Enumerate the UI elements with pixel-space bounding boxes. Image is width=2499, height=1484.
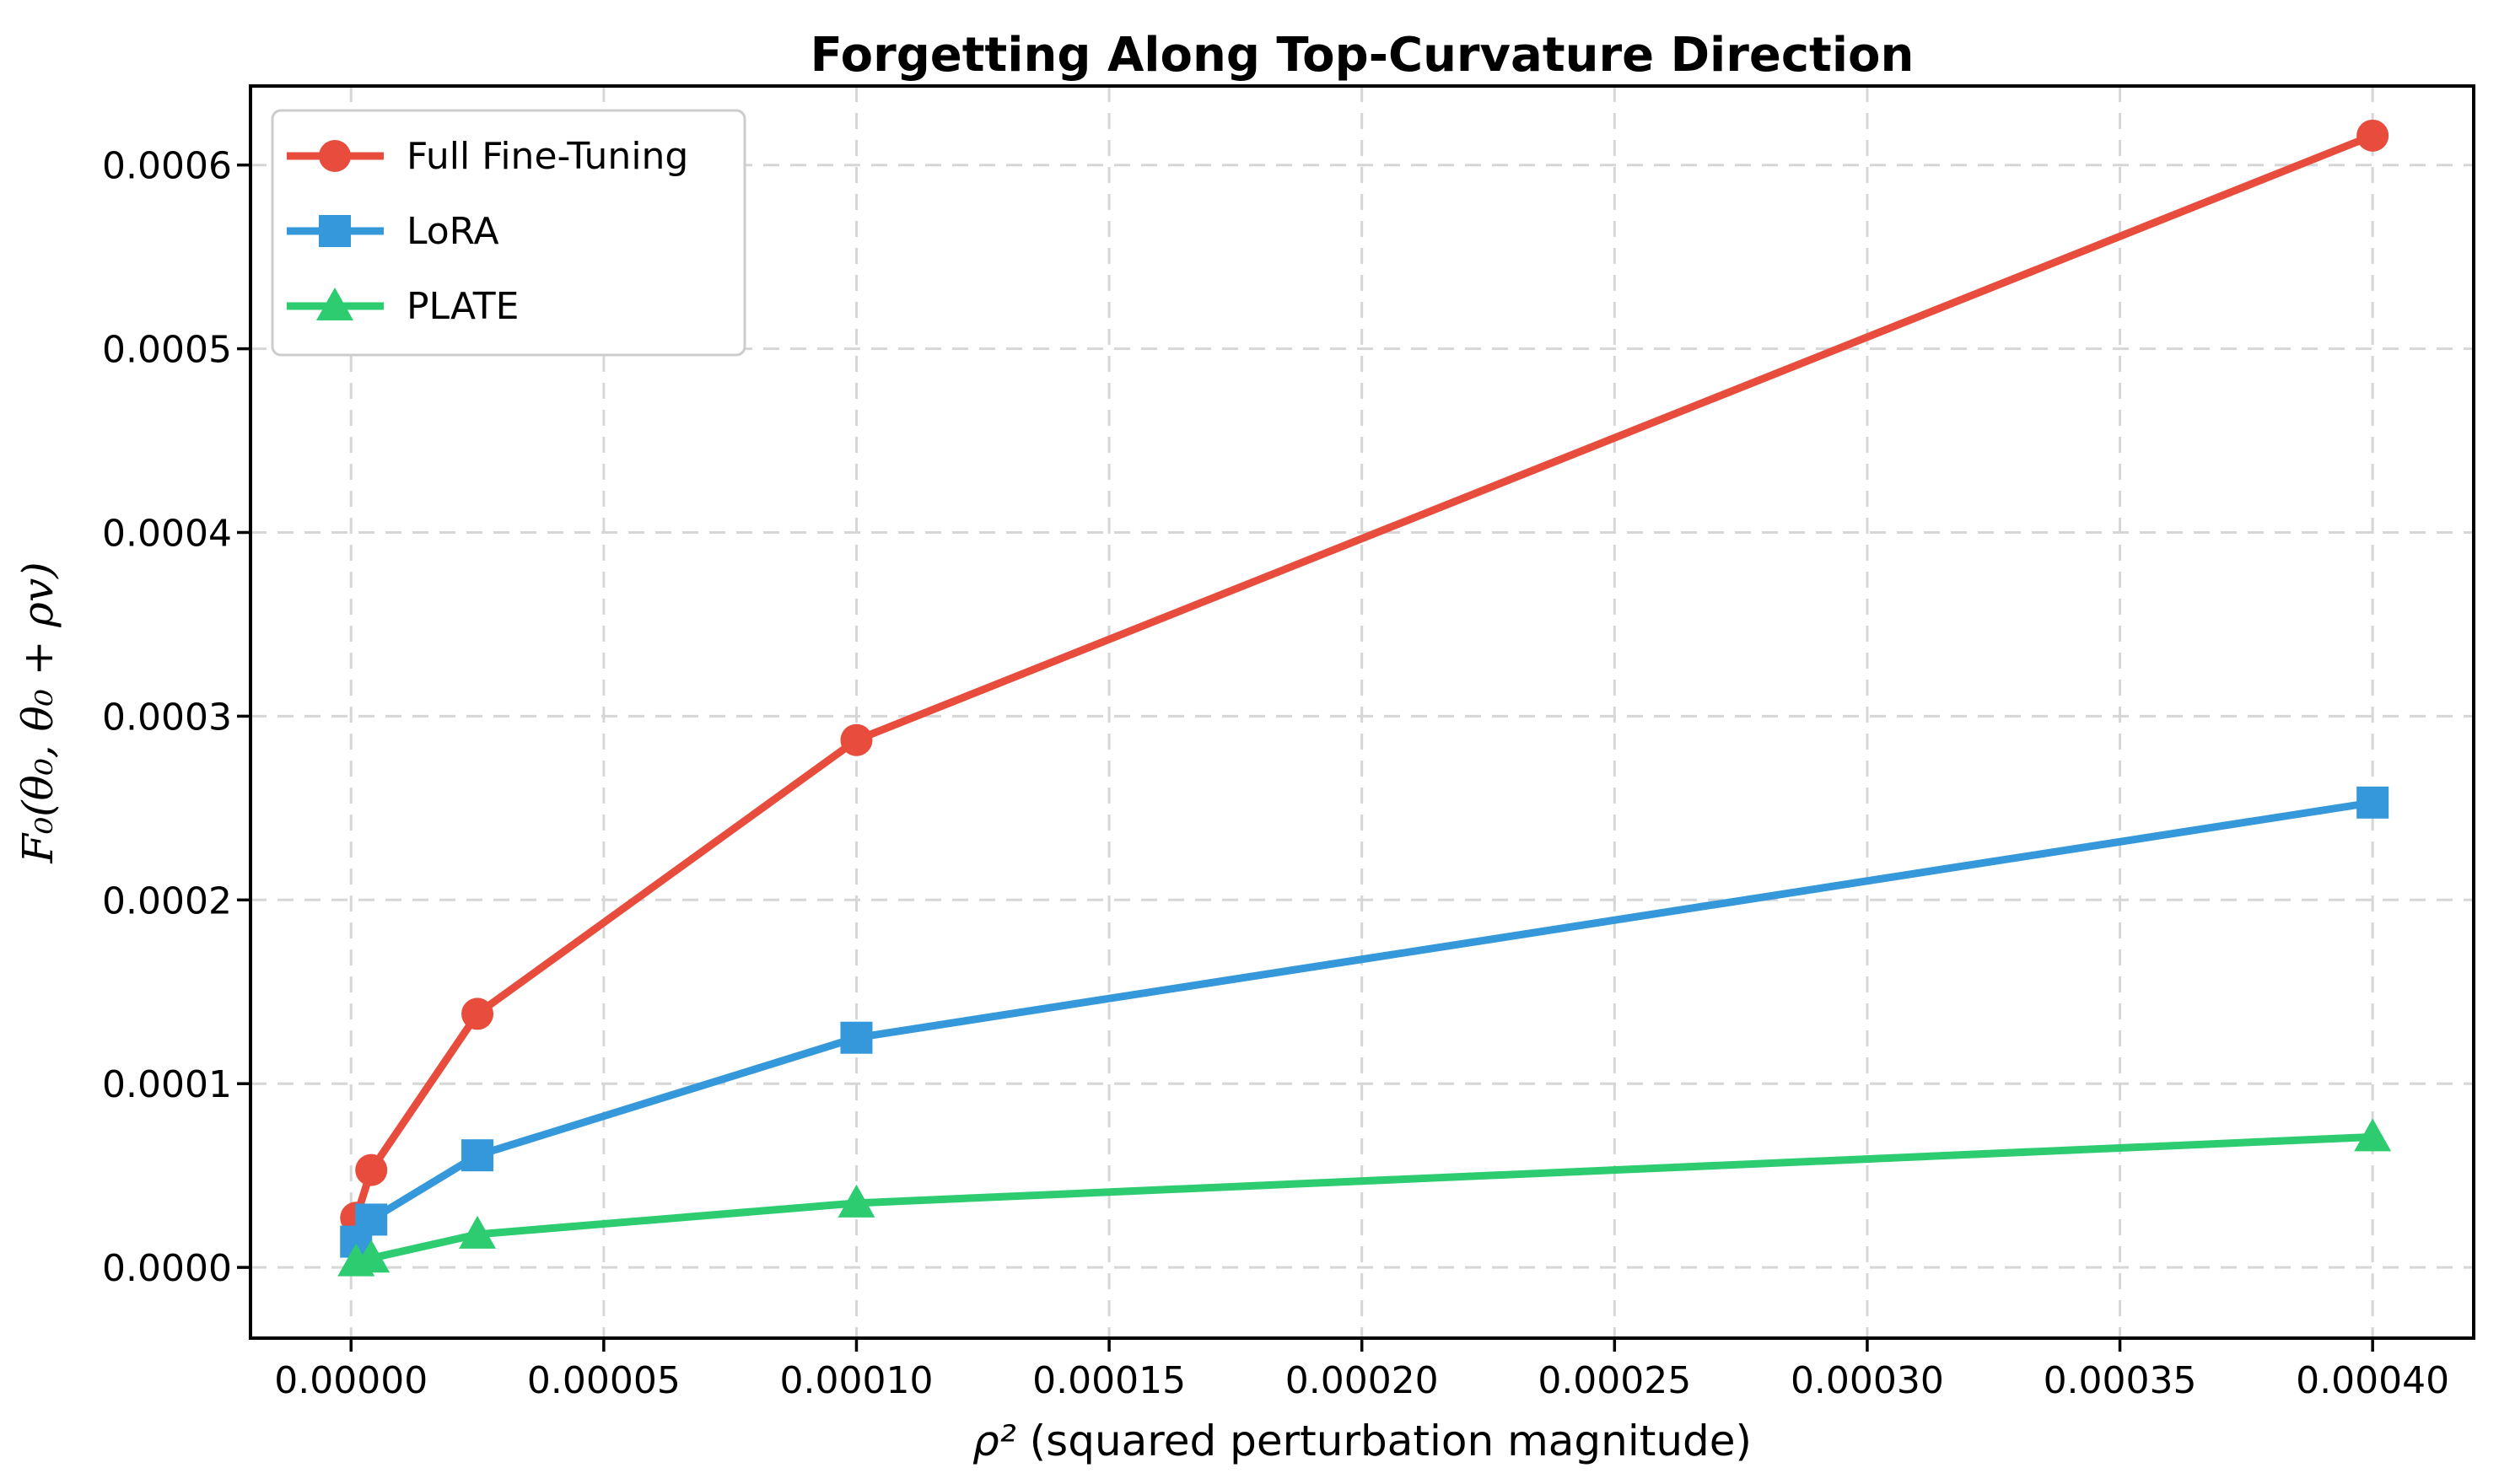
square-marker	[355, 1203, 388, 1236]
triangle-marker	[459, 1215, 497, 1249]
legend: Full Fine-Tuning LoRA PLATE	[271, 109, 746, 357]
legend-circle-marker	[319, 140, 351, 172]
y-tick-label: 0.0001	[102, 1063, 232, 1106]
legend-label: LoRA	[407, 210, 499, 253]
y-tick-label: 0.0000	[102, 1247, 232, 1290]
circle-marker	[2356, 119, 2389, 152]
x-tick-label: 0.00030	[1791, 1359, 1944, 1402]
circle-marker	[840, 723, 873, 756]
x-tick-label: 0.00035	[2044, 1359, 2197, 1402]
circle-marker	[461, 997, 494, 1030]
grid	[250, 86, 2474, 1338]
x-tick-label: 0.00005	[527, 1359, 681, 1402]
y-tick-label: 0.0005	[102, 329, 232, 372]
x-axis-label: ρ² (squared perturbation magnitude)	[972, 1417, 1752, 1465]
series-lora	[340, 786, 2389, 1258]
y-tick-label: 0.0003	[102, 696, 232, 739]
legend-square-marker	[319, 215, 351, 247]
triangle-marker	[837, 1184, 875, 1218]
y-tick-label: 0.0004	[102, 513, 232, 556]
x-axis-label-rest: (squared perturbation magnitude)	[1016, 1417, 1752, 1465]
x-tick-label: 0.00000	[274, 1359, 428, 1402]
x-tick-label: 0.00040	[2296, 1359, 2449, 1402]
circle-marker	[355, 1153, 388, 1186]
legend-item-full-fine-tuning: Full Fine-Tuning	[287, 135, 688, 178]
y-tick-label: 0.0002	[102, 879, 232, 922]
chart-title: Forgetting Along Top-Curvature Direction	[811, 28, 1915, 83]
square-marker	[2356, 786, 2389, 819]
y-tick-label: 0.0006	[102, 145, 232, 188]
triangle-marker	[2354, 1118, 2392, 1152]
x-tick-label: 0.00015	[1032, 1359, 1186, 1402]
x-tick-label: 0.00010	[779, 1359, 933, 1402]
series	[337, 119, 2392, 1277]
x-tick-label: 0.00020	[1285, 1359, 1439, 1402]
square-marker	[840, 1021, 873, 1054]
legend-item-lora: LoRA	[287, 210, 499, 253]
legend-triangle-marker	[316, 288, 353, 320]
y-axis-label: F₀(θ₀, θ₀ + ρv)	[13, 562, 62, 863]
series-plate	[337, 1118, 2392, 1277]
square-marker	[461, 1139, 494, 1172]
x-axis-label-math: ρ²	[972, 1417, 1016, 1465]
legend-box	[271, 109, 746, 357]
legend-label: PLATE	[407, 285, 519, 328]
legend-label: Full Fine-Tuning	[407, 135, 688, 178]
axes-ticks: 0.00000 0.00005 0.00010 0.00015 0.00020 0.000…	[102, 145, 2449, 1402]
triangle-marker	[353, 1239, 390, 1273]
x-tick-label: 0.00025	[1538, 1359, 1691, 1402]
legend-item-plate: PLATE	[287, 285, 519, 328]
